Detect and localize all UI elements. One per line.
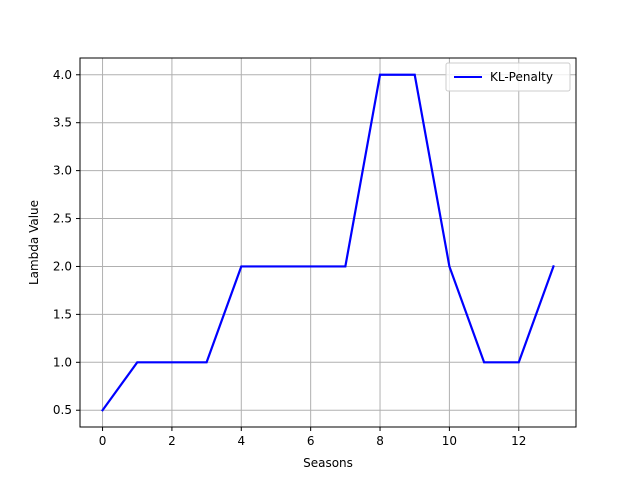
y-axis-ticks: 0.5 1.0 1.5 2.0 2.5 3.0 3.5 4.0 [53, 68, 80, 417]
y-tick-label: 2.0 [53, 259, 72, 273]
x-tick-label: 4 [237, 434, 245, 448]
legend-box [445, 62, 571, 92]
series-line [101, 73, 555, 412]
y-tick-label: 3.0 [53, 164, 72, 178]
y-tick-label: 3.5 [53, 116, 72, 130]
plot-area [80, 58, 576, 427]
x-tick-label: 0 [99, 434, 107, 448]
legend: KL-Penalty [445, 62, 571, 92]
x-tick-label: 8 [376, 434, 384, 448]
x-tick-label: 2 [168, 434, 176, 448]
y-tick-label: 4.0 [53, 68, 72, 82]
y-tick-label: 1.5 [53, 307, 72, 321]
x-tick-label: 10 [442, 434, 457, 448]
y-tick-label: 0.5 [53, 403, 72, 417]
y-tick-label: 2.5 [53, 212, 72, 226]
x-tick-label: 12 [511, 434, 526, 448]
legend-label: KL-Penalty [490, 70, 553, 84]
y-axis-label: Lambda Value [27, 200, 41, 285]
series-layer [101, 73, 555, 412]
x-axis-ticks: 0 2 4 6 8 10 12 [99, 427, 526, 448]
y-tick-label: 1.0 [53, 355, 72, 369]
x-axis-label: Seasons [303, 456, 353, 470]
x-tick-label: 6 [307, 434, 315, 448]
plot-frame [79, 57, 577, 428]
